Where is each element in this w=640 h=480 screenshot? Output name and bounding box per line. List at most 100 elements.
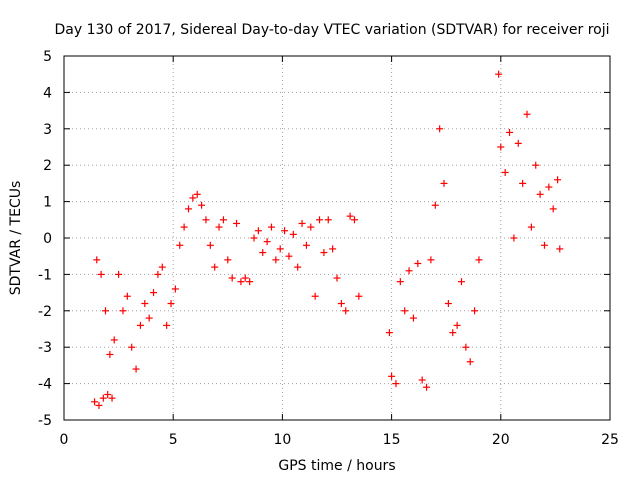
- data-point: [346, 212, 354, 220]
- data-point: [158, 263, 166, 271]
- data-point: [294, 263, 302, 271]
- x-tick-label: 15: [383, 432, 401, 448]
- data-point: [307, 223, 315, 231]
- data-point: [95, 401, 103, 409]
- data-point: [554, 176, 562, 184]
- data-point: [527, 223, 535, 231]
- data-point: [436, 125, 444, 133]
- data-point: [91, 398, 99, 406]
- data-point: [136, 321, 144, 329]
- data-point: [211, 263, 219, 271]
- data-point: [514, 139, 522, 147]
- data-point: [457, 278, 465, 286]
- data-point: [329, 245, 337, 253]
- data-point: [388, 372, 396, 380]
- data-points: [91, 70, 564, 409]
- data-point: [316, 216, 324, 224]
- y-tick-labels: -5 -4 -3 -2 -1 0 1 2 3 4 5: [38, 49, 52, 429]
- data-point: [167, 300, 175, 308]
- data-point: [189, 194, 197, 202]
- data-point: [440, 179, 448, 187]
- data-point: [184, 205, 192, 213]
- data-point: [263, 238, 271, 246]
- grid: [64, 56, 610, 420]
- data-point: [302, 241, 310, 249]
- chart-title: Day 130 of 2017, Sidereal Day-to-day VTE…: [54, 22, 609, 38]
- x-axis-title: GPS time / hours: [278, 458, 395, 474]
- data-point: [414, 259, 422, 267]
- data-point: [298, 219, 306, 227]
- data-point: [233, 219, 241, 227]
- y-tick-label: 5: [43, 49, 52, 65]
- data-point: [431, 201, 439, 209]
- data-point: [224, 256, 232, 264]
- data-point: [337, 300, 345, 308]
- data-point: [423, 383, 431, 391]
- data-point: [193, 190, 201, 198]
- data-point: [246, 278, 254, 286]
- y-axis-title: SDTVAR / TECUs: [8, 181, 24, 296]
- data-point: [150, 289, 158, 297]
- data-point: [501, 168, 509, 176]
- data-point: [536, 190, 544, 198]
- data-point: [466, 358, 474, 366]
- axis-ticks: [63, 55, 611, 421]
- x-tick-labels: 0 5 10 15 20 25: [60, 432, 619, 448]
- y-tick-label: 1: [43, 195, 52, 211]
- data-point: [215, 223, 223, 231]
- data-point: [254, 227, 262, 235]
- data-point: [110, 336, 118, 344]
- y-tick-label: -2: [38, 304, 52, 320]
- data-point: [145, 314, 153, 322]
- data-point: [219, 216, 227, 224]
- x-tick-label: 5: [169, 432, 178, 448]
- data-point: [449, 329, 457, 337]
- data-point: [163, 321, 171, 329]
- y-tick-label: 3: [43, 122, 52, 138]
- data-point: [180, 223, 188, 231]
- data-point: [176, 241, 184, 249]
- data-point: [396, 278, 404, 286]
- data-point: [549, 205, 557, 213]
- x-tick-label: 20: [492, 432, 510, 448]
- data-point: [497, 143, 505, 151]
- data-point: [171, 285, 179, 293]
- data-point: [128, 343, 136, 351]
- data-point: [99, 394, 107, 402]
- data-point: [385, 329, 393, 337]
- data-point: [444, 300, 452, 308]
- data-point: [471, 307, 479, 315]
- data-point: [228, 274, 236, 282]
- data-point: [506, 128, 514, 136]
- data-point: [350, 216, 358, 224]
- data-point: [355, 292, 363, 300]
- data-point: [427, 256, 435, 264]
- x-tick-label: 0: [60, 432, 69, 448]
- y-tick-label: -4: [38, 377, 52, 393]
- data-point: [267, 223, 275, 231]
- data-point: [141, 300, 149, 308]
- y-tick-label: 0: [43, 231, 52, 247]
- y-tick-label: -1: [38, 267, 52, 283]
- data-point: [93, 256, 101, 264]
- data-point: [495, 70, 503, 78]
- y-tick-label: -5: [38, 413, 52, 429]
- data-point: [108, 394, 116, 402]
- data-point: [106, 350, 114, 358]
- data-point: [409, 314, 417, 322]
- data-point: [523, 110, 531, 118]
- data-point: [237, 278, 245, 286]
- data-point: [276, 245, 284, 253]
- data-point: [333, 274, 341, 282]
- data-point: [198, 201, 206, 209]
- data-point: [392, 380, 400, 388]
- data-point: [401, 307, 409, 315]
- data-point: [259, 249, 267, 257]
- y-tick-label: -3: [38, 340, 52, 356]
- data-point: [104, 391, 112, 399]
- data-point: [115, 270, 123, 278]
- data-point: [206, 241, 214, 249]
- data-point: [453, 321, 461, 329]
- data-point: [119, 307, 127, 315]
